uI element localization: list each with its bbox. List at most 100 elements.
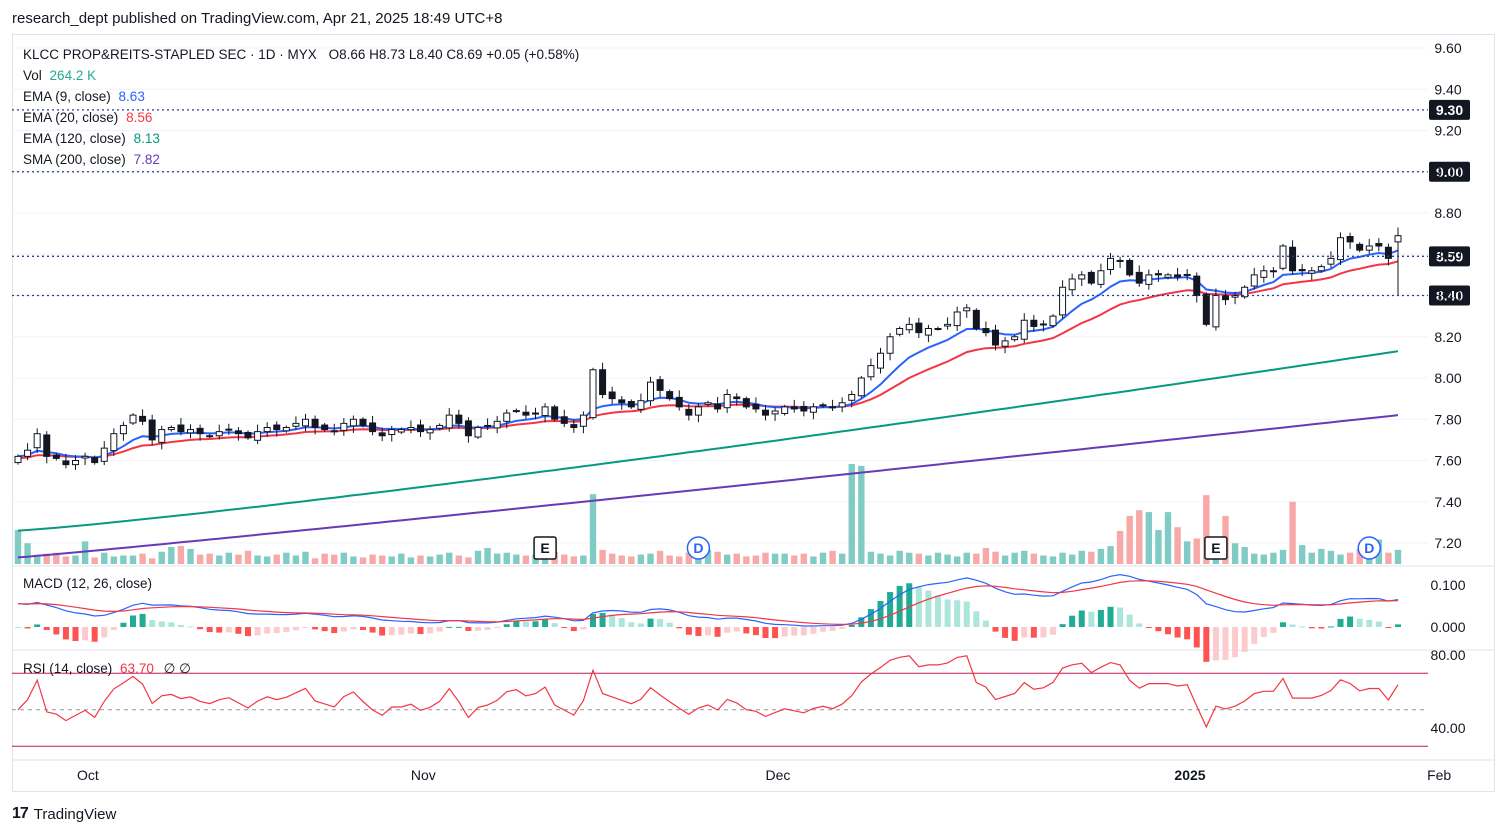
macd-histogram-bar [1385, 627, 1392, 628]
candle-body [1260, 270, 1268, 278]
macd-histogram-bar [1011, 627, 1018, 641]
ema9-label[interactable]: EMA (9, close) [23, 89, 111, 104]
macd-histogram-bar [657, 619, 664, 627]
volume-bar [1385, 552, 1392, 564]
macd-histogram-bar [705, 627, 711, 636]
macd-histogram-bar [685, 627, 692, 635]
macd-histogram-bar [1021, 627, 1028, 638]
event-marker-label: E [540, 540, 549, 556]
candle-body [493, 420, 501, 429]
ema20-label[interactable]: EMA (20, close) [23, 110, 119, 125]
symbol-title[interactable]: KLCC PROP&REITS-STAPLED SEC · 1D · MYX [23, 47, 317, 62]
volume-bar [685, 552, 693, 564]
candle-body [177, 424, 185, 433]
candle-body [1145, 274, 1153, 285]
candle-body [100, 447, 108, 462]
candle-body [330, 430, 338, 433]
macd-histogram-bar [350, 627, 357, 630]
candle-body [139, 415, 147, 422]
grid-layer [12, 47, 1495, 761]
candle-body [1308, 270, 1316, 274]
candle-body [474, 427, 482, 438]
volume-bar [244, 550, 252, 564]
candle-body [282, 427, 290, 432]
volume-bar [283, 552, 290, 564]
volume-bar [1231, 543, 1239, 564]
volume-bar [1078, 550, 1085, 564]
macd-histogram-bar [752, 627, 759, 636]
candle-body [397, 429, 405, 433]
candle-body [273, 424, 281, 431]
ema120-line [17, 350, 1399, 532]
candle-body [340, 422, 348, 431]
candle-body [819, 404, 827, 407]
candle-body [1356, 243, 1364, 251]
candle-body [436, 424, 444, 429]
macd-histogram-bar [1337, 618, 1344, 627]
volume-bar [398, 553, 405, 564]
candle-body [14, 455, 22, 464]
macd-histogram-bar [110, 627, 117, 630]
candle-body [838, 402, 846, 408]
volume-bar [311, 558, 319, 564]
volume-bar [72, 555, 79, 564]
candle-body [1375, 243, 1383, 247]
price-badge-label: 9.30 [1436, 102, 1463, 118]
macd-histogram-bar [82, 627, 89, 641]
candle-body [1384, 246, 1392, 259]
macd-histogram-bar [168, 622, 175, 627]
candle-body [1011, 336, 1019, 341]
volume-bar [704, 549, 712, 564]
candle-body [896, 328, 904, 335]
candle-body [206, 435, 214, 438]
chart-canvas[interactable]: 9.30 9.00 8.59 8.40 9.60 9.40 9.20 9.00 8.80 8.6… [0, 0, 1507, 800]
candle-body [1250, 274, 1258, 287]
macd-histogram-bar [1088, 611, 1095, 627]
candle-body [1107, 257, 1114, 271]
candle-body [551, 406, 559, 420]
candle-body [1097, 270, 1105, 285]
macd-histogram-bar [1059, 624, 1066, 627]
macd-histogram-bar [570, 627, 577, 632]
volume-bar [216, 555, 223, 564]
rsi-legend[interactable]: RSI (14, close) 63.70 ∅ ∅ [23, 661, 191, 677]
ema20-line [17, 260, 1399, 460]
macd-histogram-bar [91, 627, 98, 642]
volume-bar [273, 554, 280, 564]
ema120-label[interactable]: EMA (120, close) [23, 131, 126, 146]
price-badge-label: 8.40 [1436, 288, 1463, 304]
candle-body [244, 431, 252, 439]
price-tick-label: 8.60 [1434, 246, 1461, 262]
footer-brand[interactable]: 17 TradingView [12, 805, 116, 823]
macd-legend[interactable]: MACD (12, 26, close) [23, 576, 153, 591]
vol-label[interactable]: Vol [23, 68, 42, 83]
macd-histogram-bar [772, 627, 779, 639]
macd-histogram-bar [762, 627, 769, 639]
candle-body [1059, 286, 1067, 316]
sma200-label[interactable]: SMA (200, close) [23, 152, 126, 167]
volume-bar [321, 553, 328, 564]
candle-body [972, 309, 980, 330]
volume-bar [139, 553, 146, 564]
volume-bar [235, 554, 242, 564]
volume-bar [1174, 527, 1181, 564]
ohlc-values: O8.66 H8.73 L8.40 C8.69 +0.05 (+0.58%) [328, 47, 580, 62]
price-badge [1429, 285, 1470, 306]
macd-histogram-bar [743, 627, 750, 634]
macd-line [17, 573, 1399, 627]
volume-bar [91, 557, 98, 564]
hline-layer: 9.30 9.00 8.59 8.40 [12, 99, 1470, 306]
macd-histogram-bar [1232, 627, 1239, 658]
volume-bar [1059, 552, 1066, 564]
macd-histogram-bar [839, 627, 846, 629]
macd-histogram-bar [177, 624, 184, 627]
macd-histogram-bar [130, 615, 136, 627]
candle-body [522, 411, 530, 416]
volume-bar [62, 556, 70, 564]
volume-bar [110, 556, 118, 564]
volume-bar [196, 554, 204, 564]
volume-bar [656, 550, 664, 564]
candle-body [43, 434, 51, 457]
macd-histogram-bar [609, 614, 616, 627]
